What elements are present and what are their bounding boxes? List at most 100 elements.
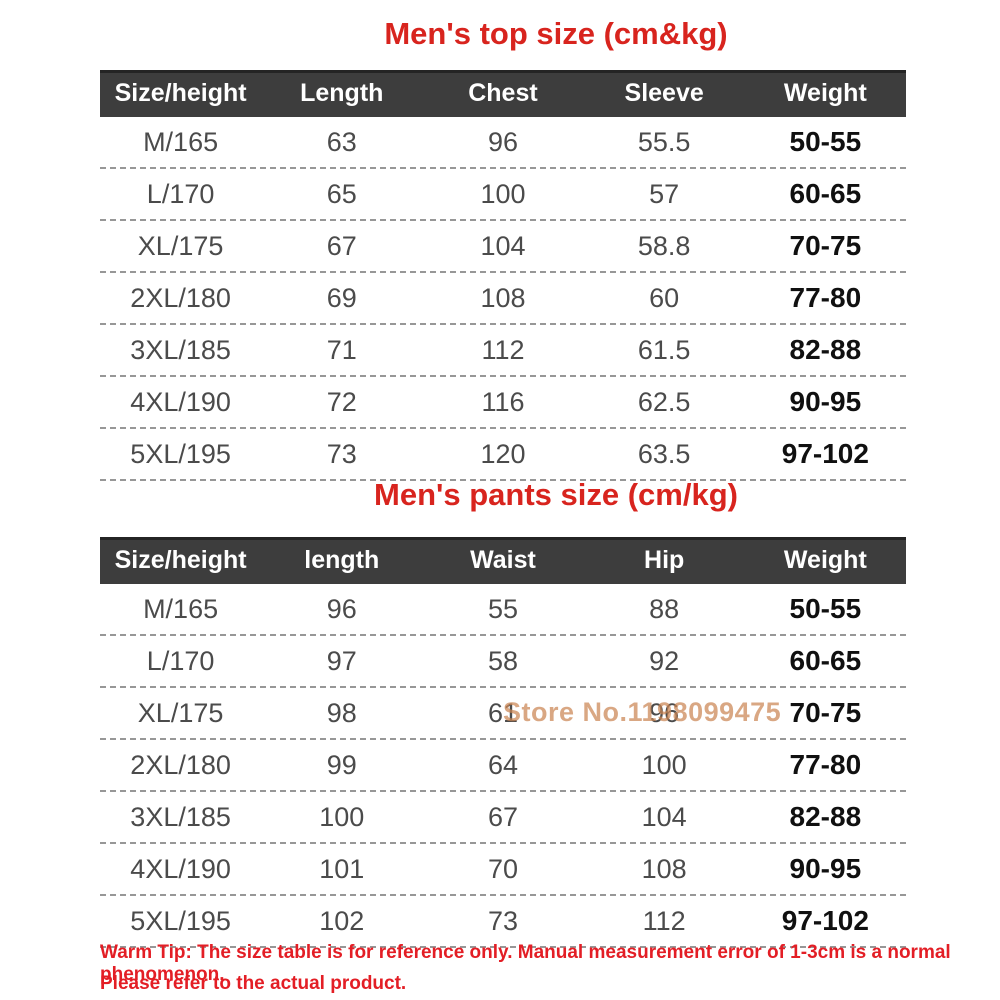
table-cell: L/170 <box>146 178 215 209</box>
table-cell: 71 <box>326 334 357 365</box>
table-cell: 58.8 <box>637 230 691 261</box>
table-cell: 112 <box>481 334 525 365</box>
column-header: Weight <box>783 79 867 107</box>
table-cell: 100 <box>641 749 687 780</box>
table-row: L/170 97 58 92 60-65 <box>100 636 906 688</box>
table-cell: 104 <box>641 801 687 832</box>
table-cell: 70-75 <box>789 230 862 261</box>
pants-size-title: Men's pants size (cm/kg) <box>374 477 738 512</box>
table-cell: 61.5 <box>637 334 691 365</box>
table-cell: 60-65 <box>789 178 862 209</box>
table-row: 5XL/195 73 120 63.5 97-102 <box>100 429 906 481</box>
column-header: Waist <box>470 546 536 574</box>
column-header: Size/height <box>114 79 247 107</box>
table-cell: 90-95 <box>789 853 862 884</box>
column-header: Size/height <box>114 546 247 574</box>
table-cell: 55 <box>487 593 518 624</box>
table-cell: 55.5 <box>637 126 691 157</box>
table-cell: 63.5 <box>637 438 691 469</box>
column-header: Hip <box>644 546 685 574</box>
table-cell: 82-88 <box>789 334 862 365</box>
table-cell: 70-75 <box>789 697 862 728</box>
table-cell: 102 <box>319 905 365 936</box>
table-row: 2XL/180 69 108 60 77-80 <box>100 273 906 325</box>
column-header: length <box>304 546 380 574</box>
table-cell: XL/175 <box>137 230 224 261</box>
table-cell: 5XL/195 <box>130 438 231 469</box>
table-cell: 64 <box>487 749 518 780</box>
table-cell: 60-65 <box>789 645 862 676</box>
table-cell: 97-102 <box>781 905 869 936</box>
table-cell: 108 <box>641 853 687 884</box>
table-cell: 3XL/185 <box>130 334 231 365</box>
table-cell: 60 <box>649 282 680 313</box>
column-header: Weight <box>783 546 867 574</box>
table-row: M/165 96 55 88 50-55 <box>100 584 906 636</box>
table-row: L/170 65 100 57 60-65 <box>100 169 906 221</box>
column-header: Sleeve <box>624 79 704 107</box>
table-cell: 96 <box>326 593 357 624</box>
table-cell: 96 <box>487 126 518 157</box>
refer-product-text: Please refer to the actual product. <box>100 973 407 994</box>
table-row: 5XL/195 102 73 112 97-102 <box>100 896 906 948</box>
table-cell: 100 <box>319 801 365 832</box>
top-size-table: Size/height Length Chest Sleeve Weight M/165 6… <box>100 70 906 481</box>
table-cell: 62.5 <box>637 386 691 417</box>
table-row: 4XL/190 72 116 62.5 90-95 <box>100 377 906 429</box>
table-row: XL/175 98 61 96 70-75 <box>100 688 906 740</box>
store-watermark: Store No.1198099475 <box>503 697 782 727</box>
table-cell: M/165 <box>143 593 219 624</box>
table-cell: L/170 <box>146 645 215 676</box>
table-cell: M/165 <box>143 126 219 157</box>
warm-tip-text: Warm Tip: The size table is for referenc… <box>100 942 951 985</box>
column-header: Chest <box>468 79 538 107</box>
table-row: M/165 63 96 55.5 50-55 <box>100 117 906 169</box>
table-cell: 65 <box>326 178 357 209</box>
table-cell: 101 <box>319 853 365 884</box>
table-cell: 4XL/190 <box>130 386 231 417</box>
table-cell: XL/175 <box>137 697 224 728</box>
table-cell: 99 <box>326 749 357 780</box>
table-header-row: Size/height Length Chest Sleeve Weight <box>100 70 906 117</box>
table-cell: 61 <box>487 697 518 728</box>
table-cell: 88 <box>649 593 680 624</box>
table-cell: 4XL/190 <box>130 853 231 884</box>
table-cell: 67 <box>326 230 357 261</box>
table-cell: 97-102 <box>781 438 869 469</box>
table-cell: 72 <box>326 386 357 417</box>
table-header-row: Size/height length Waist Hip Weight <box>100 537 906 584</box>
table-cell: 67 <box>487 801 518 832</box>
column-header: Length <box>300 79 384 107</box>
table-cell: 57 <box>649 178 680 209</box>
table-row: XL/175 67 104 58.8 70-75 <box>100 221 906 273</box>
table-cell: 73 <box>326 438 357 469</box>
table-cell: 2XL/180 <box>130 749 231 780</box>
table-cell: 104 <box>480 230 526 261</box>
table-cell: 3XL/185 <box>130 801 231 832</box>
table-cell: 50-55 <box>789 126 862 157</box>
table-cell: 97 <box>326 645 357 676</box>
table-cell: 5XL/195 <box>130 905 231 936</box>
table-cell: 63 <box>326 126 357 157</box>
table-cell: 77-80 <box>789 749 862 780</box>
table-cell: 96 <box>649 697 680 728</box>
table-cell: 73 <box>487 905 518 936</box>
table-cell: 90-95 <box>789 386 862 417</box>
table-cell: 116 <box>481 386 525 417</box>
table-cell: 112 <box>642 905 686 936</box>
table-cell: 50-55 <box>789 593 862 624</box>
table-cell: 98 <box>326 697 357 728</box>
table-cell: 2XL/180 <box>130 282 231 313</box>
table-cell: 70 <box>487 853 518 884</box>
table-cell: 69 <box>326 282 357 313</box>
table-cell: 92 <box>649 645 680 676</box>
table-row: 3XL/185 100 67 104 82-88 <box>100 792 906 844</box>
table-cell: 108 <box>480 282 526 313</box>
pants-size-table: Size/height length Waist Hip Weight M/165 96 55… <box>100 537 906 948</box>
table-cell: 100 <box>480 178 526 209</box>
table-row: 3XL/185 71 112 61.5 82-88 <box>100 325 906 377</box>
table-cell: 82-88 <box>789 801 862 832</box>
table-cell: 58 <box>487 645 518 676</box>
table-row: 2XL/180 99 64 100 77-80 <box>100 740 906 792</box>
